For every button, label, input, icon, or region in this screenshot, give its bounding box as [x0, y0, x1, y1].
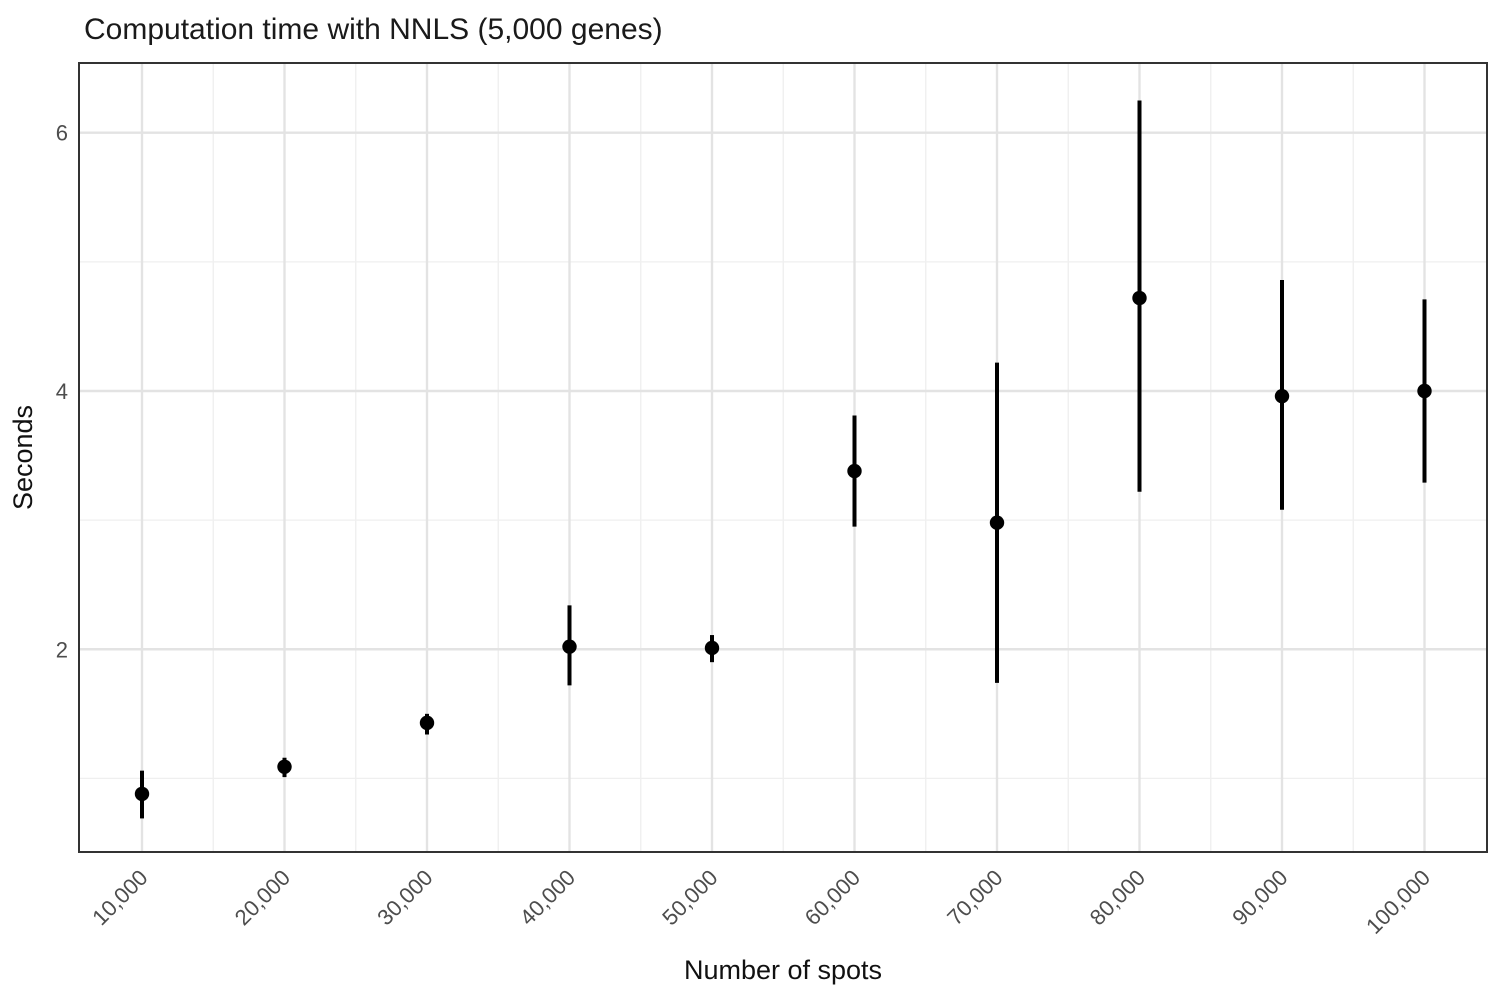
data-point: [1132, 290, 1147, 306]
x-tick-label: 100,000: [1361, 865, 1435, 939]
x-tick-label: 90,000: [1227, 865, 1292, 930]
y-axis-title: Seconds: [8, 405, 38, 510]
x-tick-label: 60,000: [800, 865, 865, 930]
data-point: [1417, 383, 1432, 399]
x-tick-label: 50,000: [657, 865, 722, 930]
y-tick-label: 6: [56, 121, 68, 146]
y-tick-label: 4: [56, 379, 68, 404]
x-tick-label: 80,000: [1085, 865, 1150, 930]
data-point: [847, 463, 862, 479]
panel-border: [78, 62, 1488, 853]
x-tick-label: 10,000: [87, 865, 152, 930]
data-point: [419, 715, 435, 731]
data-point: [1274, 388, 1290, 404]
data-point: [989, 515, 1005, 530]
plot-panel: 2 4 6 10,000 20,000 30,000 40,000 50,000 60,000 7…: [56, 62, 1488, 939]
chart-title: Computation time with NNLS (5,000 genes): [84, 13, 663, 46]
x-tick-label: 30,000: [372, 865, 437, 930]
x-tick-label: 70,000: [942, 865, 1007, 930]
data-point: [562, 639, 577, 654]
x-axis-title: Number of spots: [684, 955, 882, 985]
x-tick-label: 40,000: [515, 865, 580, 930]
data-point: [277, 759, 292, 774]
data-point: [704, 640, 720, 656]
data-point: [134, 786, 150, 802]
y-tick-label: 2: [56, 637, 68, 662]
x-tick-label: 20,000: [230, 865, 295, 930]
